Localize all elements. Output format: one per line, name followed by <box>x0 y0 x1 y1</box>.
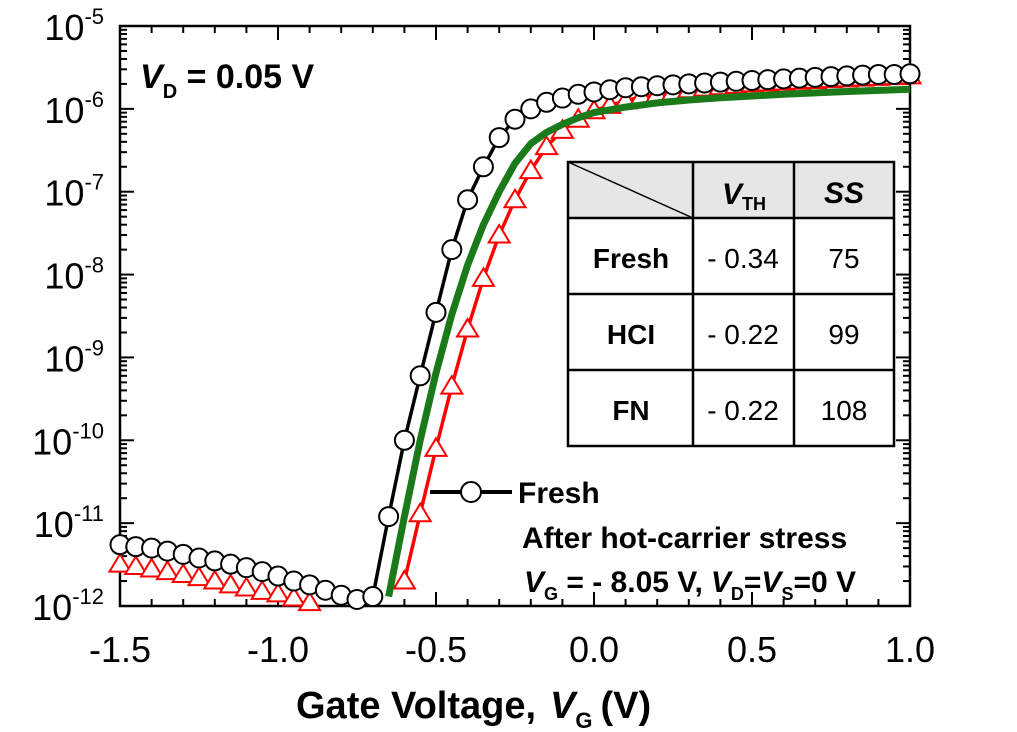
data-point-hci <box>471 266 496 287</box>
data-point-fresh <box>393 429 415 451</box>
table-cell-ss: 108 <box>821 395 868 426</box>
data-point-fresh <box>378 506 400 528</box>
table-cell-vth: - 0.22 <box>707 319 779 350</box>
table-header-vth: VTH <box>722 178 766 214</box>
y-tick-label: 10-11 <box>34 501 104 545</box>
plot-frame <box>118 24 912 608</box>
data-point-hci <box>502 187 528 209</box>
x-tick-label: -1.5 <box>89 629 151 670</box>
data-point-hci <box>423 436 449 457</box>
legend: Fresh After hot-carrier stress VG = - 8.… <box>430 477 856 604</box>
legend-stress-line2: VG = - 8.05 V, VD=VS=0 V <box>524 566 856 604</box>
parameter-table: VTH SS Fresh - 0.34 75 HCI - 0.22 99 FN … <box>566 160 896 448</box>
table-row-label: HCI <box>607 319 655 350</box>
data-point-fresh <box>362 586 384 608</box>
data-point-hci <box>297 590 322 612</box>
data-point-hci <box>518 158 544 180</box>
data-point-hci <box>249 579 275 600</box>
data-point-hci <box>202 569 228 590</box>
table-cell-ss: 75 <box>828 243 859 274</box>
x-tick-label: 0.5 <box>727 629 777 670</box>
data-point-hci <box>392 569 417 590</box>
table-cell-vth: - 0.34 <box>707 243 779 274</box>
data-point-hci <box>155 559 180 581</box>
table-cell-ss: 99 <box>828 319 859 350</box>
x-tick-label: 1.0 <box>885 629 935 670</box>
series-fn <box>385 85 911 598</box>
data-point-hci <box>455 317 480 338</box>
legend-fresh-label: Fresh <box>518 477 600 510</box>
data-point-hci <box>107 552 133 573</box>
legend-fresh-marker <box>460 481 482 503</box>
data-point-fresh <box>488 127 510 149</box>
series-fresh <box>109 63 921 610</box>
data-point-hci <box>439 374 465 395</box>
data-point-fresh <box>409 365 431 387</box>
table-header-ss: SS <box>824 177 864 210</box>
y-tick-label: 10-8 <box>44 253 104 297</box>
data-point-fresh <box>472 156 494 178</box>
legend-stress-line1: After hot-carrier stress <box>522 522 847 555</box>
series-line-fn <box>385 85 911 598</box>
x-tick-labels: -1.5 -1.0 -0.5 0.0 0.5 1.0 <box>89 629 935 670</box>
condition-label: VD = 0.05 V <box>140 58 315 103</box>
y-tick-label: 10-12 <box>32 584 104 628</box>
y-tick-label: 10-6 <box>44 87 104 131</box>
data-point-hci <box>139 557 164 578</box>
data-point-hci <box>407 501 433 523</box>
data-point-fresh <box>457 189 479 211</box>
table-cell-vth: - 0.22 <box>707 395 779 426</box>
x-tick-label: -0.5 <box>405 629 467 670</box>
y-tick-label: 10-5 <box>44 4 104 48</box>
data-point-fresh <box>899 63 921 85</box>
table-row-label: FN <box>612 395 649 426</box>
series-layer <box>107 63 923 612</box>
data-point-hci <box>534 134 559 156</box>
x-axis-title: Gate Voltage, VG (V) <box>296 685 651 732</box>
data-point-fresh <box>441 239 463 261</box>
x-tick-label: -1.0 <box>247 629 309 670</box>
y-tick-label: 10-9 <box>44 335 104 379</box>
data-point-hci <box>486 223 512 244</box>
y-tick-label: 10-10 <box>32 418 104 462</box>
data-point-fresh <box>504 108 526 130</box>
data-point-fresh <box>425 301 447 323</box>
data-point-hci <box>234 576 259 597</box>
y-tick-labels: 10-5 10-6 10-7 10-8 10-9 10-10 10-11 10-12 <box>32 4 104 628</box>
y-tick-label: 10-7 <box>44 170 104 214</box>
table-corner-diagonal <box>567 161 694 219</box>
data-point-hci <box>265 581 291 603</box>
data-point-hci <box>218 572 243 594</box>
data-point-hci <box>281 586 307 607</box>
data-point-hci <box>170 562 196 583</box>
table-row-label: Fresh <box>593 243 669 274</box>
data-point-hci <box>123 554 149 575</box>
data-point-hci <box>186 565 212 587</box>
x-tick-label: 0.0 <box>569 629 619 670</box>
